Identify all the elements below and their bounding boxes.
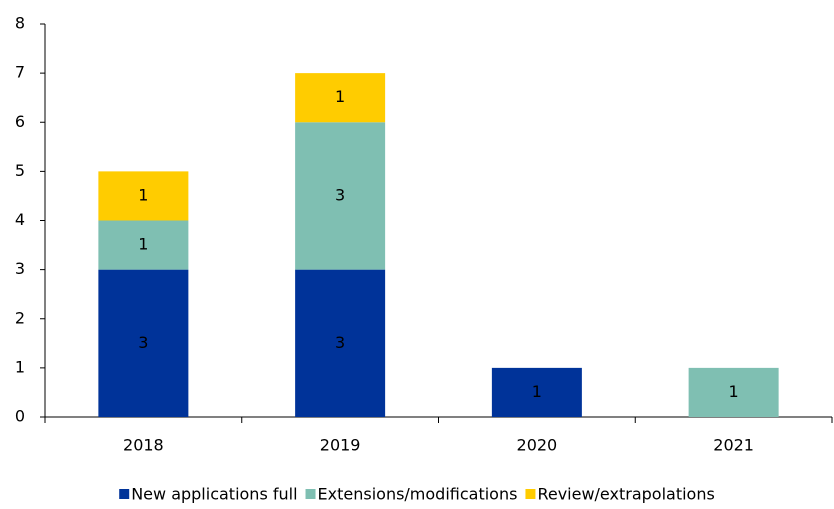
data-label: 3 bbox=[335, 333, 345, 352]
y-tick-label: 4 bbox=[15, 210, 25, 229]
x-tick-label: 2020 bbox=[517, 436, 558, 455]
bar-segment bbox=[295, 73, 386, 123]
y-tick-label: 6 bbox=[15, 112, 25, 131]
bar-segment bbox=[98, 220, 189, 270]
data-label: 3 bbox=[335, 185, 345, 204]
bar-segment bbox=[295, 122, 386, 270]
bar-segment bbox=[491, 367, 582, 417]
data-label: 1 bbox=[729, 382, 739, 401]
y-tick-label: 5 bbox=[15, 161, 25, 180]
bar-segment bbox=[295, 269, 386, 417]
y-tick-label: 0 bbox=[15, 407, 25, 426]
x-tick-label: 2021 bbox=[713, 436, 754, 455]
legend-swatch bbox=[525, 489, 536, 499]
legend: New applications full Extensions/modifica… bbox=[119, 485, 715, 504]
y-tick-label: 7 bbox=[15, 63, 25, 82]
legend-swatch bbox=[305, 489, 316, 499]
x-tick-label: 2019 bbox=[320, 436, 361, 455]
data-label: 3 bbox=[138, 333, 148, 352]
bar-segment bbox=[688, 367, 779, 417]
legend-swatch bbox=[119, 489, 130, 499]
legend-label: Extensions/modifications bbox=[318, 485, 518, 504]
y-tick-label: 8 bbox=[15, 14, 25, 33]
y-tick-label: 1 bbox=[15, 357, 25, 376]
bar-segment bbox=[98, 269, 189, 417]
data-label: 1 bbox=[335, 87, 345, 106]
data-label: 1 bbox=[532, 382, 542, 401]
y-tick-label: 3 bbox=[15, 259, 25, 278]
x-tick-label: 2018 bbox=[123, 436, 164, 455]
data-label: 1 bbox=[138, 235, 148, 254]
legend-label: Review/extrapolations bbox=[537, 485, 714, 504]
y-tick-label: 2 bbox=[15, 308, 25, 327]
data-label: 1 bbox=[138, 185, 148, 204]
legend-label: New applications full bbox=[131, 485, 297, 504]
bar-segment bbox=[98, 171, 189, 221]
